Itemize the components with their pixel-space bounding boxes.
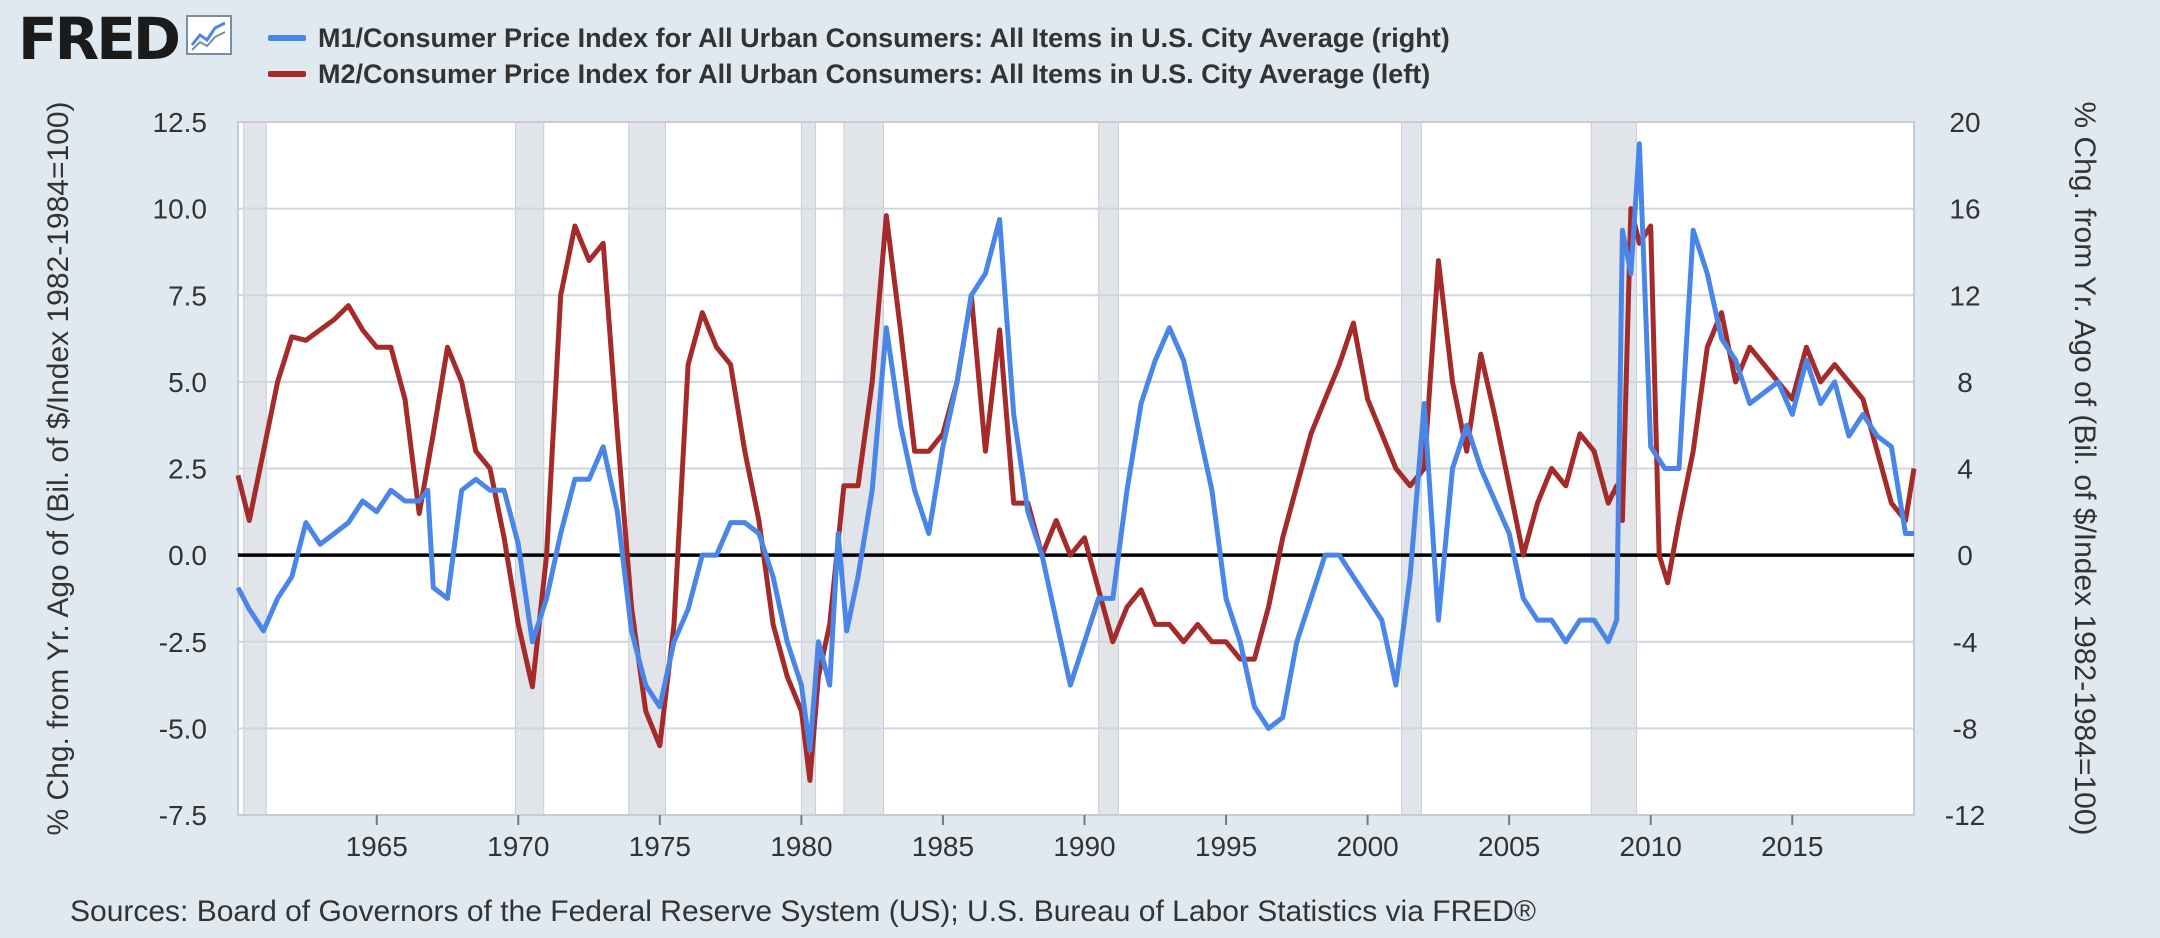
legend-item-m2[interactable]: M2/Consumer Price Index for All Urban Co… xyxy=(268,56,1450,92)
x-tick-label: 2000 xyxy=(1336,831,1398,862)
source-note: Sources: Board of Governors of the Feder… xyxy=(70,895,1537,928)
y-right-tick-label: 4 xyxy=(1957,454,1973,485)
y-right-tick-label: 12 xyxy=(1949,280,1980,311)
y-left-tick-label: 0.0 xyxy=(168,540,207,571)
x-tick-label: 1995 xyxy=(1195,831,1257,862)
y-right-tick-label: 20 xyxy=(1949,107,1980,138)
x-tick-label: 1970 xyxy=(487,831,549,862)
legend-label-m2: M2/Consumer Price Index for All Urban Co… xyxy=(318,58,1431,89)
series-line-m1 xyxy=(235,141,1914,753)
x-tick-label: 1980 xyxy=(770,831,832,862)
x-tick-label: 2010 xyxy=(1620,831,1682,862)
y-left-tick-label: 7.5 xyxy=(168,280,207,311)
y-right-tick-label: -8 xyxy=(1953,713,1978,744)
x-tick-label: 1985 xyxy=(912,831,974,862)
x-tick-label: 2015 xyxy=(1761,831,1823,862)
y-left-tick-label: 12.5 xyxy=(153,107,208,138)
y-left-tick-label: -7.5 xyxy=(159,800,207,831)
y-left-axis-label: % Chg. from Yr. Ago of (Bil. of $/Index … xyxy=(42,101,75,835)
y-left-tick-label: -2.5 xyxy=(159,627,207,658)
legend-swatch-m1 xyxy=(268,35,306,41)
fred-wordmark: FRED xyxy=(18,5,181,73)
legend-swatch-m2 xyxy=(268,71,306,77)
x-tick-label: 1975 xyxy=(629,831,691,862)
y-left-tick-label: 2.5 xyxy=(168,454,207,485)
legend-label-m1: M1/Consumer Price Index for All Urban Co… xyxy=(318,22,1450,53)
y-right-axis-label: % Chg. from Yr. Ago of (Bil. of $/Index … xyxy=(2068,101,2101,835)
y-left-tick-label: 5.0 xyxy=(168,367,207,398)
line-graph-icon xyxy=(186,15,233,55)
legend-item-m1[interactable]: M1/Consumer Price Index for All Urban Co… xyxy=(268,20,1450,56)
x-tick-label: 1990 xyxy=(1053,831,1115,862)
y-left-tick-label: 10.0 xyxy=(153,194,208,225)
x-tick-label: 1965 xyxy=(346,831,408,862)
chart-legend: M1/Consumer Price Index for All Urban Co… xyxy=(268,20,1450,92)
y-right-tick-label: -4 xyxy=(1953,627,1978,658)
y-right-tick-label: 0 xyxy=(1957,540,1973,571)
y-right-tick-label: 16 xyxy=(1949,194,1980,225)
fred-logo[interactable]: FRED xyxy=(18,5,233,73)
y-right-tick-label: -12 xyxy=(1945,800,1985,831)
x-tick-label: 2005 xyxy=(1478,831,1540,862)
y-left-tick-label: -5.0 xyxy=(159,713,207,744)
y-right-tick-label: 8 xyxy=(1957,367,1973,398)
